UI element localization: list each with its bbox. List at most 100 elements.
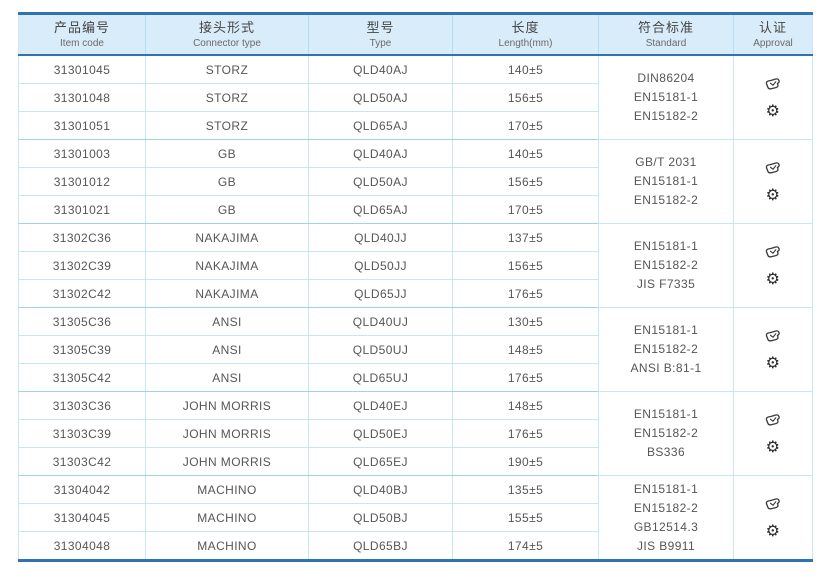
approval-cell: ⚙ (733, 475, 813, 561)
item-code-cell: 31301048 (18, 83, 146, 112)
length-cell: 140±5 (452, 139, 599, 168)
model-cell: QLD50AJ (308, 83, 453, 112)
connector-type-cell: MACHINO (145, 475, 309, 504)
approval-cell: ⚙ (733, 391, 813, 476)
model-cell: QLD40EJ (308, 391, 453, 420)
length-cell: 190±5 (452, 447, 599, 476)
length-cell: 174±5 (452, 531, 599, 561)
model-cell: QLD50UJ (308, 335, 453, 364)
model-cell: QLD50EJ (308, 419, 453, 448)
item-code-cell: 31301045 (18, 54, 146, 84)
table-row: 31301021 GB QLD65AJ 170±5 (18, 195, 813, 224)
standard-line: EN15181-1 (633, 90, 699, 104)
item-code-cell: 31301003 (18, 139, 146, 168)
standard-line: JIS B9911 (636, 538, 696, 553)
certificate-stamp-icon (764, 160, 782, 176)
approval-cell: ⚙ (733, 54, 813, 140)
standards-cell: EN15181-1 EN15182-2 BS336 (598, 391, 734, 476)
connector-type-cell: MACHINO (145, 531, 309, 561)
standards-cell: EN15181-1 EN15182-2 ANSI B:81-1 (598, 307, 734, 392)
header-item-code: 产品编号 Item code (18, 12, 146, 56)
certificate-stamp-icon (764, 244, 782, 260)
table-row: 31301003 GB QLD40AJ 140±5 GB/T 2031 EN15… (18, 139, 813, 224)
standard-line: GB12514.3 (633, 519, 699, 534)
gear-wheelmark-icon: ⚙ (765, 101, 781, 120)
standard-line: EN15182-2 (633, 342, 699, 356)
item-code-cell: 31302C36 (18, 223, 146, 252)
header-connector-type-zh: 接头形式 (198, 20, 255, 35)
header-type-zh: 型号 (366, 20, 395, 35)
table-row: 31305C36 ANSI QLD40UJ 130±5 EN15181-1 EN… (18, 307, 813, 392)
gear-wheelmark-icon: ⚙ (765, 185, 781, 204)
standard-line: EN15182-2 (633, 193, 699, 207)
connector-type-cell: ANSI (145, 307, 309, 336)
length-cell: 135±5 (452, 475, 599, 504)
product-spec-table: 产品编号 Item code 接头形式 Connector type 型号 Ty… (18, 12, 813, 562)
connector-type-cell: NAKAJIMA (145, 251, 309, 280)
approval-cell: ⚙ (733, 307, 813, 392)
standard-line: ANSI B:81-1 (630, 361, 702, 375)
connector-type-cell: JOHN MORRIS (145, 447, 309, 476)
model-cell: QLD40AJ (308, 54, 453, 84)
certificate-stamp-icon (764, 76, 782, 92)
item-code-cell: 31302C42 (18, 279, 146, 308)
length-cell: 170±5 (452, 195, 599, 224)
table-row: 31304045 MACHINO QLD50BJ 155±5 (18, 503, 813, 532)
model-cell: QLD50BJ (308, 503, 453, 532)
standard-line: GB/T 2031 (635, 155, 697, 169)
model-cell: QLD50JJ (308, 251, 453, 280)
table-row: 31304042 MACHINO QLD40BJ 135±5 EN15181-1… (18, 475, 813, 561)
length-cell: 156±5 (452, 83, 599, 112)
connector-type-cell: NAKAJIMA (145, 223, 309, 252)
connector-type-cell: STORZ (145, 54, 309, 84)
item-code-cell: 31305C42 (18, 363, 146, 392)
certificate-stamp-icon (764, 412, 782, 428)
table-row: 31305C42 ANSI QLD65UJ 176±5 (18, 363, 813, 392)
certificate-stamp-icon (764, 496, 782, 512)
header-standard-en: Standard (645, 38, 687, 49)
length-cell: 176±5 (452, 279, 599, 308)
model-cell: QLD65BJ (308, 531, 453, 561)
table-row: 31302C39 NAKAJIMA QLD50JJ 156±5 (18, 251, 813, 280)
standard-line: JIS F7335 (636, 277, 696, 291)
standard-line: EN15182-2 (633, 426, 699, 440)
connector-type-cell: GB (145, 139, 309, 168)
connector-type-cell: JOHN MORRIS (145, 391, 309, 420)
table-row: 31301051 STORZ QLD65AJ 170±5 (18, 111, 813, 140)
table-row: 31303C36 JOHN MORRIS QLD40EJ 148±5 EN151… (18, 391, 813, 476)
connector-type-cell: STORZ (145, 83, 309, 112)
model-cell: QLD65EJ (308, 447, 453, 476)
length-cell: 176±5 (452, 419, 599, 448)
header-connector-type: 接头形式 Connector type (145, 12, 309, 56)
connector-type-cell: JOHN MORRIS (145, 419, 309, 448)
length-cell: 130±5 (452, 307, 599, 336)
item-code-cell: 31303C42 (18, 447, 146, 476)
standard-line: EN15181-1 (633, 481, 699, 496)
model-cell: QLD50AJ (308, 167, 453, 196)
header-length-en: Length(mm) (498, 38, 553, 49)
standards-cell: EN15181-1 EN15182-2 GB12514.3 JIS B9911 (598, 475, 734, 561)
item-code-cell: 31303C39 (18, 419, 146, 448)
table-row: 31302C42 NAKAJIMA QLD65JJ 176±5 (18, 279, 813, 308)
header-standard: 符合标准 Standard (598, 12, 734, 56)
table-row: 31305C39 ANSI QLD50UJ 148±5 (18, 335, 813, 364)
certificate-stamp-icon (764, 328, 782, 344)
connector-type-cell: ANSI (145, 363, 309, 392)
standard-line: EN15182-2 (633, 109, 699, 123)
length-cell: 156±5 (452, 167, 599, 196)
length-cell: 156±5 (452, 251, 599, 280)
model-cell: QLD40BJ (308, 475, 453, 504)
standards-cell: GB/T 2031 EN15181-1 EN15182-2 (598, 139, 734, 224)
length-cell: 148±5 (452, 335, 599, 364)
connector-type-cell: NAKAJIMA (145, 279, 309, 308)
table-row: 31301012 GB QLD50AJ 156±5 (18, 167, 813, 196)
header-standard-zh: 符合标准 (637, 20, 694, 35)
header-approval-zh: 认证 (758, 20, 787, 35)
connector-type-cell: STORZ (145, 111, 309, 140)
header-type: 型号 Type (308, 12, 453, 56)
gear-wheelmark-icon: ⚙ (765, 521, 781, 540)
item-code-cell: 31301051 (18, 111, 146, 140)
model-cell: QLD40UJ (308, 307, 453, 336)
model-cell: QLD40JJ (308, 223, 453, 252)
